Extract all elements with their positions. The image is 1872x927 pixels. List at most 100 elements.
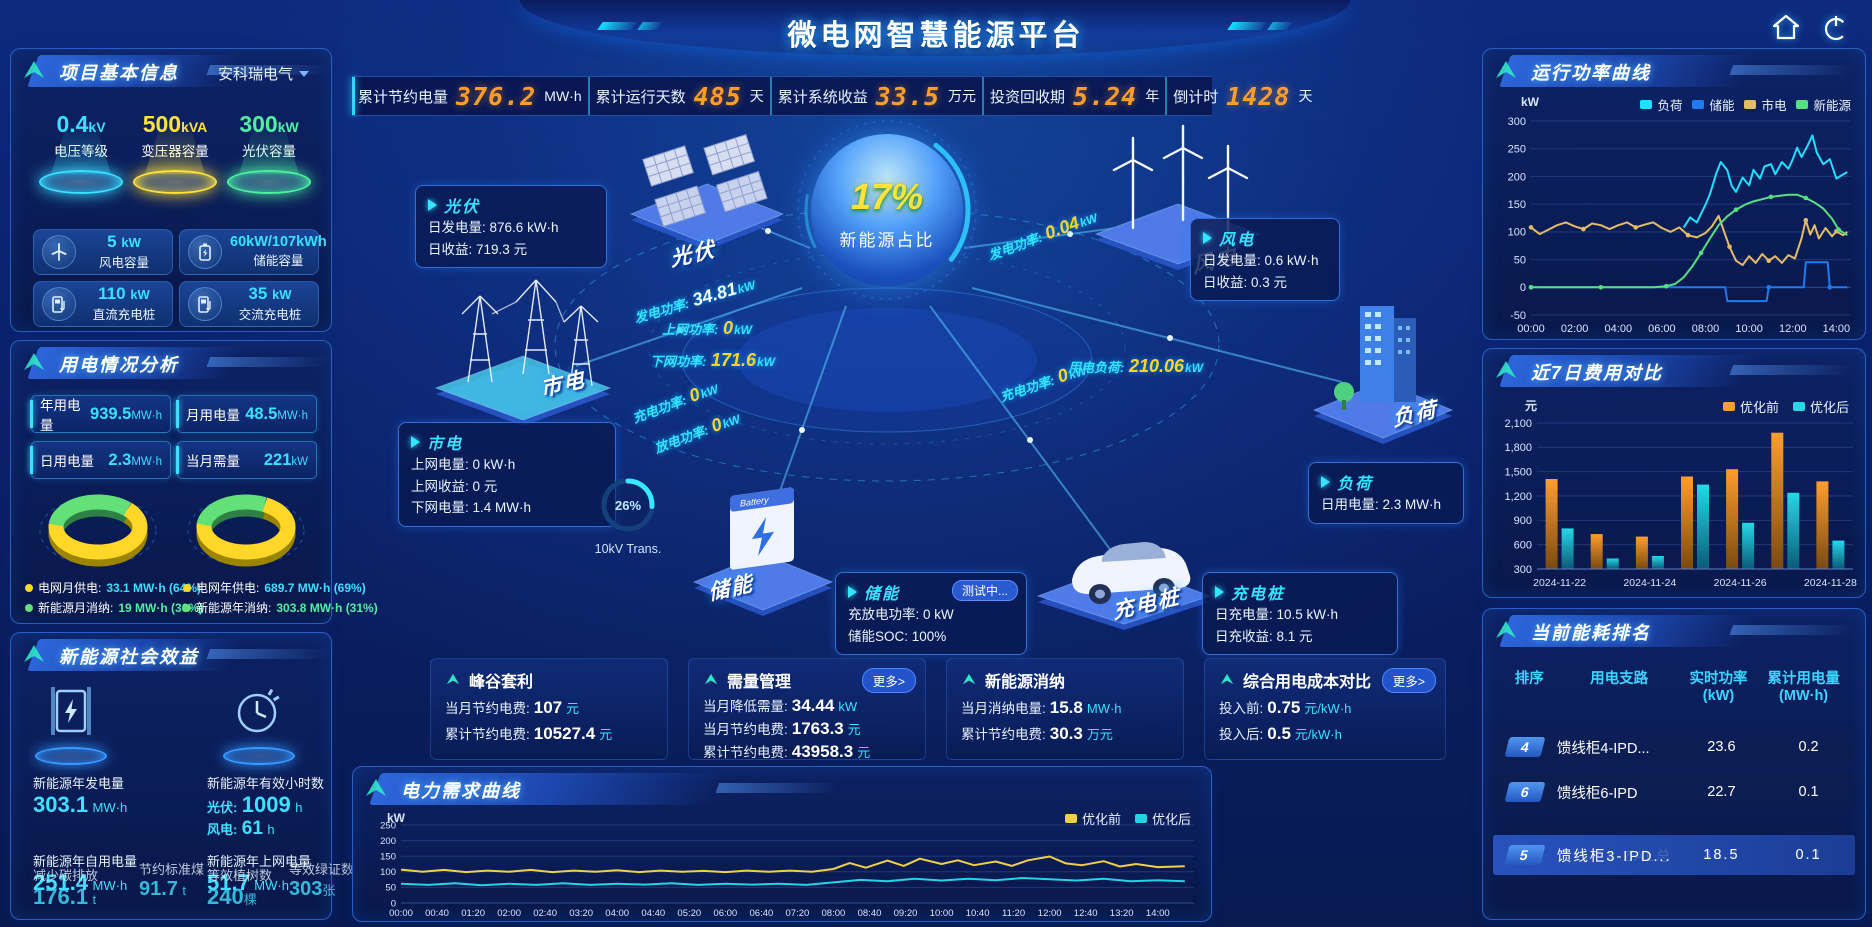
stat-revenue: 累计系统收益 33.5 万元: [772, 77, 985, 115]
svg-text:08:00: 08:00: [1692, 323, 1720, 335]
rank-badge: 4: [1504, 737, 1546, 757]
effective-hours-clock-icon: [237, 688, 280, 733]
legend-grid-year[interactable]: 电网年供电: 689.7 MW·h (69%): [183, 579, 366, 596]
year-energy-donut-chart: [181, 491, 313, 580]
pedestal-transformer: 500kVA 变压器容量: [127, 111, 223, 194]
energy-meter-icon: [51, 687, 91, 735]
svg-text:04:00: 04:00: [605, 908, 629, 919]
power-icon[interactable]: [1822, 14, 1850, 42]
legend-item[interactable]: 优化后: [1792, 397, 1849, 416]
home-icon[interactable]: [1772, 14, 1800, 40]
rank-row[interactable]: 6 馈线柜6-IPD 22.7 0.1: [1493, 772, 1855, 812]
transformer-load-gauge: 26% 10kV Trans.: [592, 475, 664, 556]
pedestal-glow: [133, 170, 217, 194]
panel-corner-icon: [1496, 361, 1516, 378]
benefit-carbon-reduction: 减少碳排放 176.1 t: [33, 868, 99, 909]
legend-swatch: [1640, 100, 1653, 109]
run-power-chart: 300 250 200 150 100 50 0 -50 00:00 02:00 04:00 06:0…: [1489, 113, 1861, 340]
panel-corner-icon: [1496, 621, 1516, 638]
stat-month-usage: 月用电量 48.5MW·h: [176, 395, 317, 433]
svg-text:200: 200: [1508, 171, 1526, 183]
panel-header: 用电情况分析: [19, 347, 323, 381]
legend-item[interactable]: 优化后: [1134, 809, 1191, 828]
pv-info-card: 光伏 日发电量: 876.6 kW·h 日收益: 719.3 元: [415, 185, 607, 269]
chevron-right-icon: [1321, 476, 1330, 488]
renewable-benefit-panel: 新能源社会效益 新能源年发电量 303.1 MW·h 新能源年有效小时数 光伏:…: [10, 632, 354, 920]
svg-text:1,500: 1,500: [1504, 467, 1532, 479]
svg-text:250: 250: [1508, 144, 1526, 156]
legend-swatch: [1792, 402, 1805, 411]
legend-item[interactable]: 优化前: [1722, 397, 1779, 416]
stat-countdown: 倒计时 1428 天: [1173, 81, 1313, 111]
stat-energy-saved: 累计节约电量 376.2 MW·h: [352, 77, 590, 115]
panel-title: 项目基本信息: [59, 63, 179, 83]
svg-text:08:00: 08:00: [822, 908, 846, 919]
svg-text:1,200: 1,200: [1504, 491, 1532, 503]
panel-header: 电力需求曲线: [361, 773, 868, 807]
panel-corner-icon: [1496, 61, 1516, 78]
rank-row[interactable]: 5 馈线柜3-IPD... 18.5 0.1: [1493, 835, 1855, 875]
svg-text:-50: -50: [1510, 310, 1526, 322]
legend-item[interactable]: 负荷: [1640, 95, 1682, 114]
more-button[interactable]: 更多>: [861, 668, 916, 693]
svg-text:14:00: 14:00: [1823, 323, 1851, 335]
kpi-corner-icon: [1220, 673, 1234, 685]
chevron-right-icon: [428, 199, 437, 211]
legend-swatch: [1722, 402, 1735, 411]
panel-title: 新能源社会效益: [59, 647, 199, 667]
legend-renew-year[interactable]: 新能源年消纳: 303.8 MW·h (31%): [183, 599, 378, 616]
load-node-graphic: [1312, 306, 1454, 444]
panel-header: 新能源社会效益: [19, 639, 323, 673]
kpi-peak-valley-card: 峰谷套利 当月节约电费: 107 元 累计节约电费: 10527.4 元: [430, 658, 668, 760]
panel-corner-icon: [24, 61, 44, 78]
svg-text:00:00: 00:00: [389, 908, 413, 919]
panel-title: 当前能耗排名: [1531, 623, 1651, 643]
renewable-share-hub: 17% 新能源占比: [795, 118, 979, 302]
svg-text:10:40: 10:40: [966, 908, 990, 919]
grid-info-card: 市电 上网电量: 0 kW·h 上网收益: 0 元 下网电量: 1.4 MW·h: [398, 422, 616, 527]
legend-item[interactable]: 优化前: [1064, 809, 1121, 828]
legend-renew-month[interactable]: 新能源月消纳: 19 MW·h (36%): [25, 599, 203, 616]
panel-corner-icon: [366, 779, 386, 796]
cost-chart-legend: 优化前 优化后: [1722, 397, 1849, 416]
svg-text:Battery: Battery: [740, 495, 769, 509]
svg-text:10:00: 10:00: [1735, 323, 1763, 335]
svg-text:07:20: 07:20: [786, 908, 810, 919]
legend-item[interactable]: 市电: [1744, 95, 1786, 114]
kpi-corner-icon: [962, 673, 976, 685]
capacity-storage: 60kW/107kWh 储能容量: [179, 229, 327, 275]
capacity-wind: 5 kW 风电容量: [33, 229, 173, 275]
legend-swatch: [1692, 100, 1705, 109]
icon-glow-base: [35, 747, 107, 765]
hub-rings: [797, 120, 977, 300]
panel-header: 运行功率曲线: [1491, 55, 1857, 89]
stat-day-usage: 日用电量 2.3MW·h: [30, 441, 171, 479]
more-button[interactable]: 更多>: [1381, 668, 1436, 693]
panel-corner-icon: [24, 645, 44, 662]
demand-curve-chart: 250 200 150 100 50 0 00:00 00:40 01:20 02:00 02:40…: [361, 819, 1206, 924]
company-select[interactable]: 安科瑞电气: [218, 63, 309, 84]
rank-row[interactable]: 4 馈线柜4-IPD... 23.6 0.2: [1493, 727, 1855, 767]
panel-title: 用电情况分析: [59, 355, 179, 375]
legend-item[interactable]: 储能: [1692, 95, 1734, 114]
stat-year-usage: 年用电量 939.5MW·h: [30, 395, 171, 433]
pedestal-pv-capacity: 300kW 光伏容量: [221, 111, 317, 194]
chevron-right-icon: [848, 586, 857, 598]
svg-text:09:20: 09:20: [894, 908, 918, 919]
svg-text:05:20: 05:20: [677, 908, 701, 919]
pedestal-voltage: 0.4kV 电压等级: [33, 111, 129, 194]
svg-text:06:00: 06:00: [1648, 323, 1676, 335]
hub-sphere: [811, 134, 963, 286]
svg-text:01:20: 01:20: [461, 908, 485, 919]
benefit-coal-saved: 节约标准煤 91.7 t: [139, 862, 205, 900]
legend-swatch: [1744, 100, 1757, 109]
energy-flow-diagram-background: [554, 208, 1343, 553]
flow-from-grid: 下网功率: 171.6kW: [650, 350, 776, 370]
svg-text:150: 150: [1508, 199, 1526, 211]
legend-item[interactable]: 新能源: [1796, 95, 1851, 114]
svg-text:50: 50: [1514, 254, 1526, 266]
legend-grid-month[interactable]: 电网月供电: 33.1 MW·h (64%): [25, 579, 201, 596]
grid-node-graphic: [434, 279, 612, 426]
benefit-green-certs: 等效绿证数 303张: [289, 862, 355, 900]
chevron-down-icon: [299, 70, 309, 77]
